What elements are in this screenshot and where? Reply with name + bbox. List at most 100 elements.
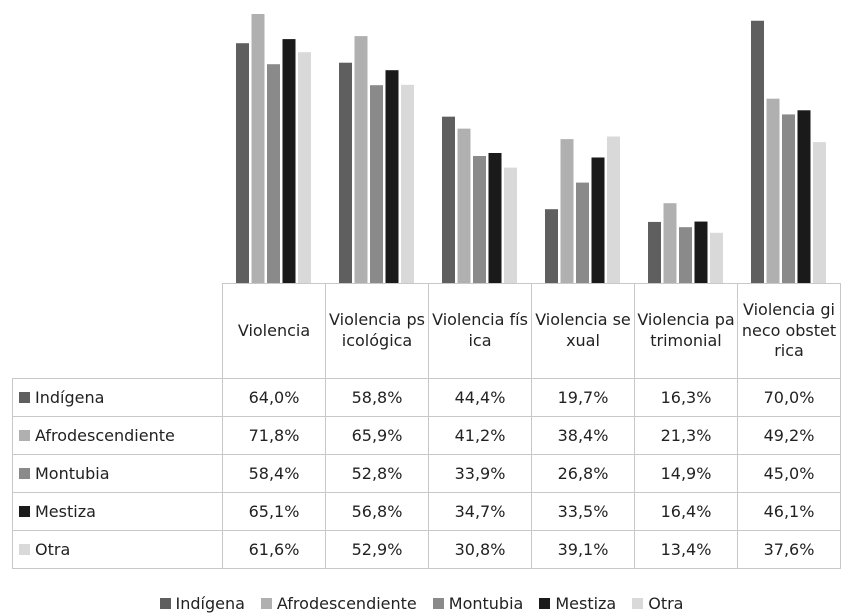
legend-swatch <box>19 392 30 403</box>
value-cell: 41,2% <box>428 416 532 455</box>
row-label: Montubia <box>12 454 223 493</box>
value-cell: 26,8% <box>531 454 635 493</box>
data-row: Mestiza 65,1% 56,8% 34,7% 33,5% 16,4% 46,1% <box>12 492 841 531</box>
legend-item: Montubia <box>432 594 524 613</box>
series-name: Otra <box>35 540 71 559</box>
value-cell: 30,8% <box>428 530 532 569</box>
value-cell: 65,1% <box>222 492 326 531</box>
bar <box>339 62 352 283</box>
value-cell: 33,5% <box>531 492 635 531</box>
value-cell: 58,8% <box>325 378 429 417</box>
data-row: Indígena 64,0% 58,8% 44,4% 19,7% 16,3% 70,0% <box>12 378 841 417</box>
legend: Indígena Afrodescendiente Montubia Mestiza O… <box>0 594 843 613</box>
bar <box>545 209 558 283</box>
value-cell: 14,9% <box>634 454 738 493</box>
legend-item: Indígena <box>159 594 245 613</box>
bar <box>576 182 589 283</box>
legend-item: Afrodescendiente <box>260 594 417 613</box>
legend-swatch <box>432 598 444 609</box>
value-cell: 39,1% <box>531 530 635 569</box>
category-label: Violencia sexual <box>531 283 635 379</box>
bar <box>504 167 517 283</box>
value-cell: 38,4% <box>531 416 635 455</box>
row-label: Mestiza <box>12 492 223 531</box>
value-cell: 65,9% <box>325 416 429 455</box>
bar <box>354 36 368 283</box>
bar <box>766 98 780 283</box>
bar <box>797 110 811 283</box>
bar <box>282 39 296 284</box>
value-cell: 46,1% <box>737 492 841 531</box>
bar <box>473 155 486 283</box>
value-cell: 37,6% <box>737 530 841 569</box>
value-cell: 52,9% <box>325 530 429 569</box>
value-cell: 34,7% <box>428 492 532 531</box>
bar <box>370 85 383 284</box>
series-name: Montubia <box>35 464 110 483</box>
value-cell: 16,4% <box>634 492 738 531</box>
legend-label: Mestiza <box>555 594 617 613</box>
bar <box>710 232 723 283</box>
chart <box>236 14 826 284</box>
bar <box>694 221 708 283</box>
bar <box>385 70 399 283</box>
legend-swatch <box>19 544 30 555</box>
legend-swatch <box>260 598 272 609</box>
legend-swatch <box>19 506 30 517</box>
row-label: Otra <box>12 530 223 569</box>
legend-label: Otra <box>648 594 684 613</box>
value-cell: 64,0% <box>222 378 326 417</box>
legend-swatch <box>19 468 30 479</box>
value-cell: 13,4% <box>634 530 738 569</box>
category-label: Violencia física <box>428 283 532 379</box>
blank-cell <box>12 283 223 379</box>
bar <box>751 20 764 283</box>
legend-label: Afrodescendiente <box>276 594 417 613</box>
data-row: Afrodescendiente 71,8% 65,9% 41,2% 38,4% 21,3… <box>12 416 841 455</box>
series-name: Afrodescendiente <box>35 426 175 445</box>
category-label: Violencia gineco obstetrica <box>737 283 841 379</box>
value-cell: 71,8% <box>222 416 326 455</box>
bar <box>267 64 280 284</box>
value-cell: 61,6% <box>222 530 326 569</box>
legend-swatch <box>159 598 171 609</box>
data-table: Violencia Violencia psicológica Violencia … <box>12 283 841 569</box>
row-label: Afrodescendiente <box>12 416 223 455</box>
legend-swatch <box>539 598 551 609</box>
bar <box>813 142 826 283</box>
series-name: Mestiza <box>35 502 96 521</box>
data-row: Montubia 58,4% 52,8% 33,9% 26,8% 14,9% 45,0% <box>12 454 841 493</box>
bar <box>401 84 414 283</box>
legend-item: Otra <box>632 594 683 613</box>
bar <box>648 221 661 283</box>
bar <box>663 203 677 283</box>
bar <box>607 136 620 283</box>
row-label: Indígena <box>12 378 223 417</box>
series-name: Indígena <box>35 388 105 407</box>
legend-label: Indígena <box>175 594 245 613</box>
bar <box>488 152 502 283</box>
value-cell: 52,8% <box>325 454 429 493</box>
value-cell: 49,2% <box>737 416 841 455</box>
value-cell: 33,9% <box>428 454 532 493</box>
data-row: Otra 61,6% 52,9% 30,8% 39,1% 13,4% 37,6% <box>12 530 841 569</box>
legend-swatch <box>632 598 644 609</box>
value-cell: 21,3% <box>634 416 738 455</box>
bar <box>457 128 471 283</box>
bar <box>298 52 311 284</box>
bar <box>782 114 795 284</box>
legend-label: Montubia <box>448 594 524 613</box>
value-cell: 19,7% <box>531 378 635 417</box>
category-label: Violencia <box>222 283 326 379</box>
value-cell: 44,4% <box>428 378 532 417</box>
bar <box>679 227 692 283</box>
bar <box>251 14 265 283</box>
value-cell: 70,0% <box>737 378 841 417</box>
value-cell: 45,0% <box>737 454 841 493</box>
bar <box>560 139 574 283</box>
category-label: Violencia psicológica <box>325 283 429 379</box>
category-label: Violencia patrimonial <box>634 283 738 379</box>
bar <box>236 43 249 283</box>
bar <box>442 116 455 283</box>
